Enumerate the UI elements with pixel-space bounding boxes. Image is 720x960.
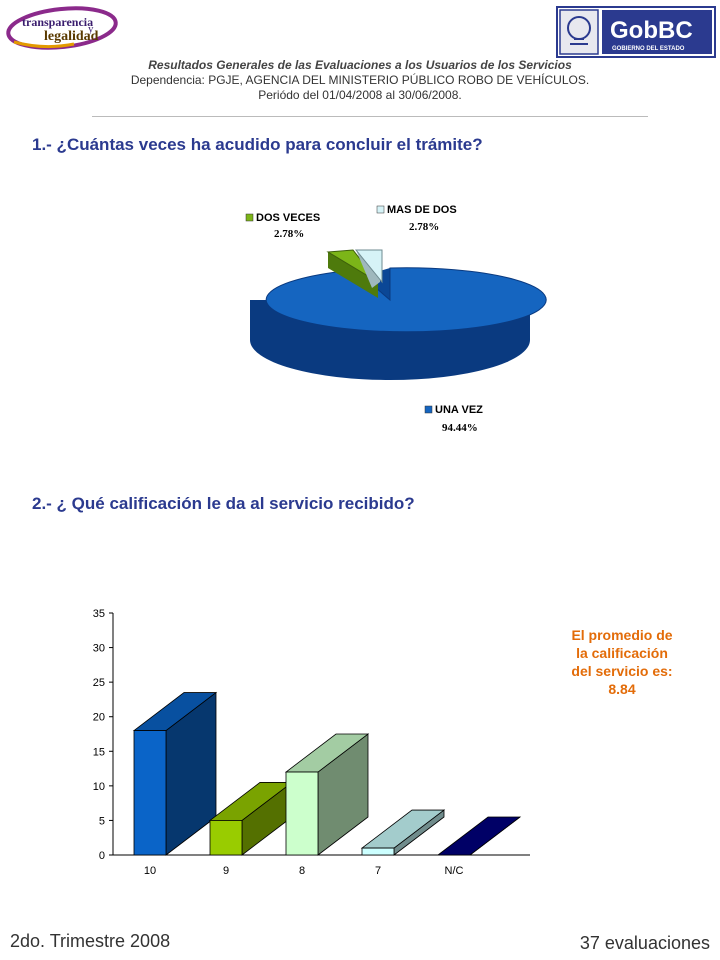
svg-text:GOBIERNO DEL ESTADO: GOBIERNO DEL ESTADO [612,46,685,52]
quarter-label: 2do. Trimestre 2008 [10,931,171,951]
legend-swatch-mas-de-dos [376,205,385,214]
pie-slice-mas-de-dos [354,249,383,284]
average-score-note: El promedio de la calificación del servi… [552,626,692,698]
bar-9 [209,820,243,856]
bar-8 [285,771,319,856]
average-note-line1: El promedio de [571,627,673,643]
gobbc-logo: GobBC GOBIERNO DEL ESTADO [556,6,716,58]
x-tick-label-10: 10 [144,865,156,877]
svg-text:legalidad: legalidad [44,29,99,44]
bar-chart-marks [132,691,522,856]
value-una-vez: 94.44% [442,422,478,434]
y-tick-label: 20 [93,712,105,724]
value-dos-veces: 2.78% [274,228,304,240]
dependency-label: Dependencia: PGJE, AGENCIA DEL MINISTERI… [130,73,590,87]
svg-text:GobBC: GobBC [610,17,693,44]
x-tick-label-N/C: N/C [445,865,464,877]
transparencia-legalidad-logo: transparencia y legalidad [6,6,118,50]
y-tick-label: 25 [93,677,105,689]
value-mas-de-dos: 2.78% [409,221,439,233]
average-note-line3: del servicio es: [571,663,673,679]
rating-bar-chart: 0 5 10 15 20 25 30 35 10 9 8 7 N/C [93,608,530,877]
y-tick-label: 30 [93,643,105,655]
period-label: Periódo del 01/04/2008 al 30/06/2008. [258,88,462,102]
svg-text:transparencia: transparencia [22,15,93,29]
y-tick-label: 10 [93,781,105,793]
bar-10 [133,730,167,856]
bar-chart-tick-labels: 0 5 10 15 20 25 30 35 10 9 8 7 N/C [93,608,464,877]
question-2-heading: 2.- ¿ Qué calificación le da al servicio… [32,494,415,513]
x-tick-label-9: 9 [223,865,229,877]
legend-swatch-dos-veces [245,213,254,222]
y-tick-label: 15 [93,746,105,758]
x-tick-label-8: 8 [299,865,305,877]
bar-top-N/C [436,816,522,856]
bar-7 [361,847,395,856]
y-tick-label: 5 [99,815,105,827]
header-divider [92,116,648,117]
evaluation-count: 37 evaluaciones [579,933,710,953]
legend-swatch-una-vez [424,405,433,414]
pie-slice-una-vez [265,267,547,333]
y-tick-label: 35 [93,608,105,620]
average-score-value: 8.84 [608,681,636,697]
label-dos-veces: DOS VECES [256,212,320,224]
average-note-line2: la calificación [576,645,668,661]
y-tick-label: 0 [99,850,105,862]
svg-text:y: y [88,23,94,35]
label-mas-de-dos: MAS DE DOS [387,204,457,216]
label-una-vez: UNA VEZ [435,404,483,416]
question-1-heading: 1.- ¿Cuántas veces ha acudido para concl… [32,135,483,154]
visits-pie-chart: DOS VECES 2.78% MAS DE DOS 2.78% UNA VEZ… [245,204,547,434]
report-title: Resultados Generales de las Evaluaciones… [148,58,572,72]
pie-slice-dos-veces-side [328,252,378,298]
x-tick-label-7: 7 [375,865,381,877]
